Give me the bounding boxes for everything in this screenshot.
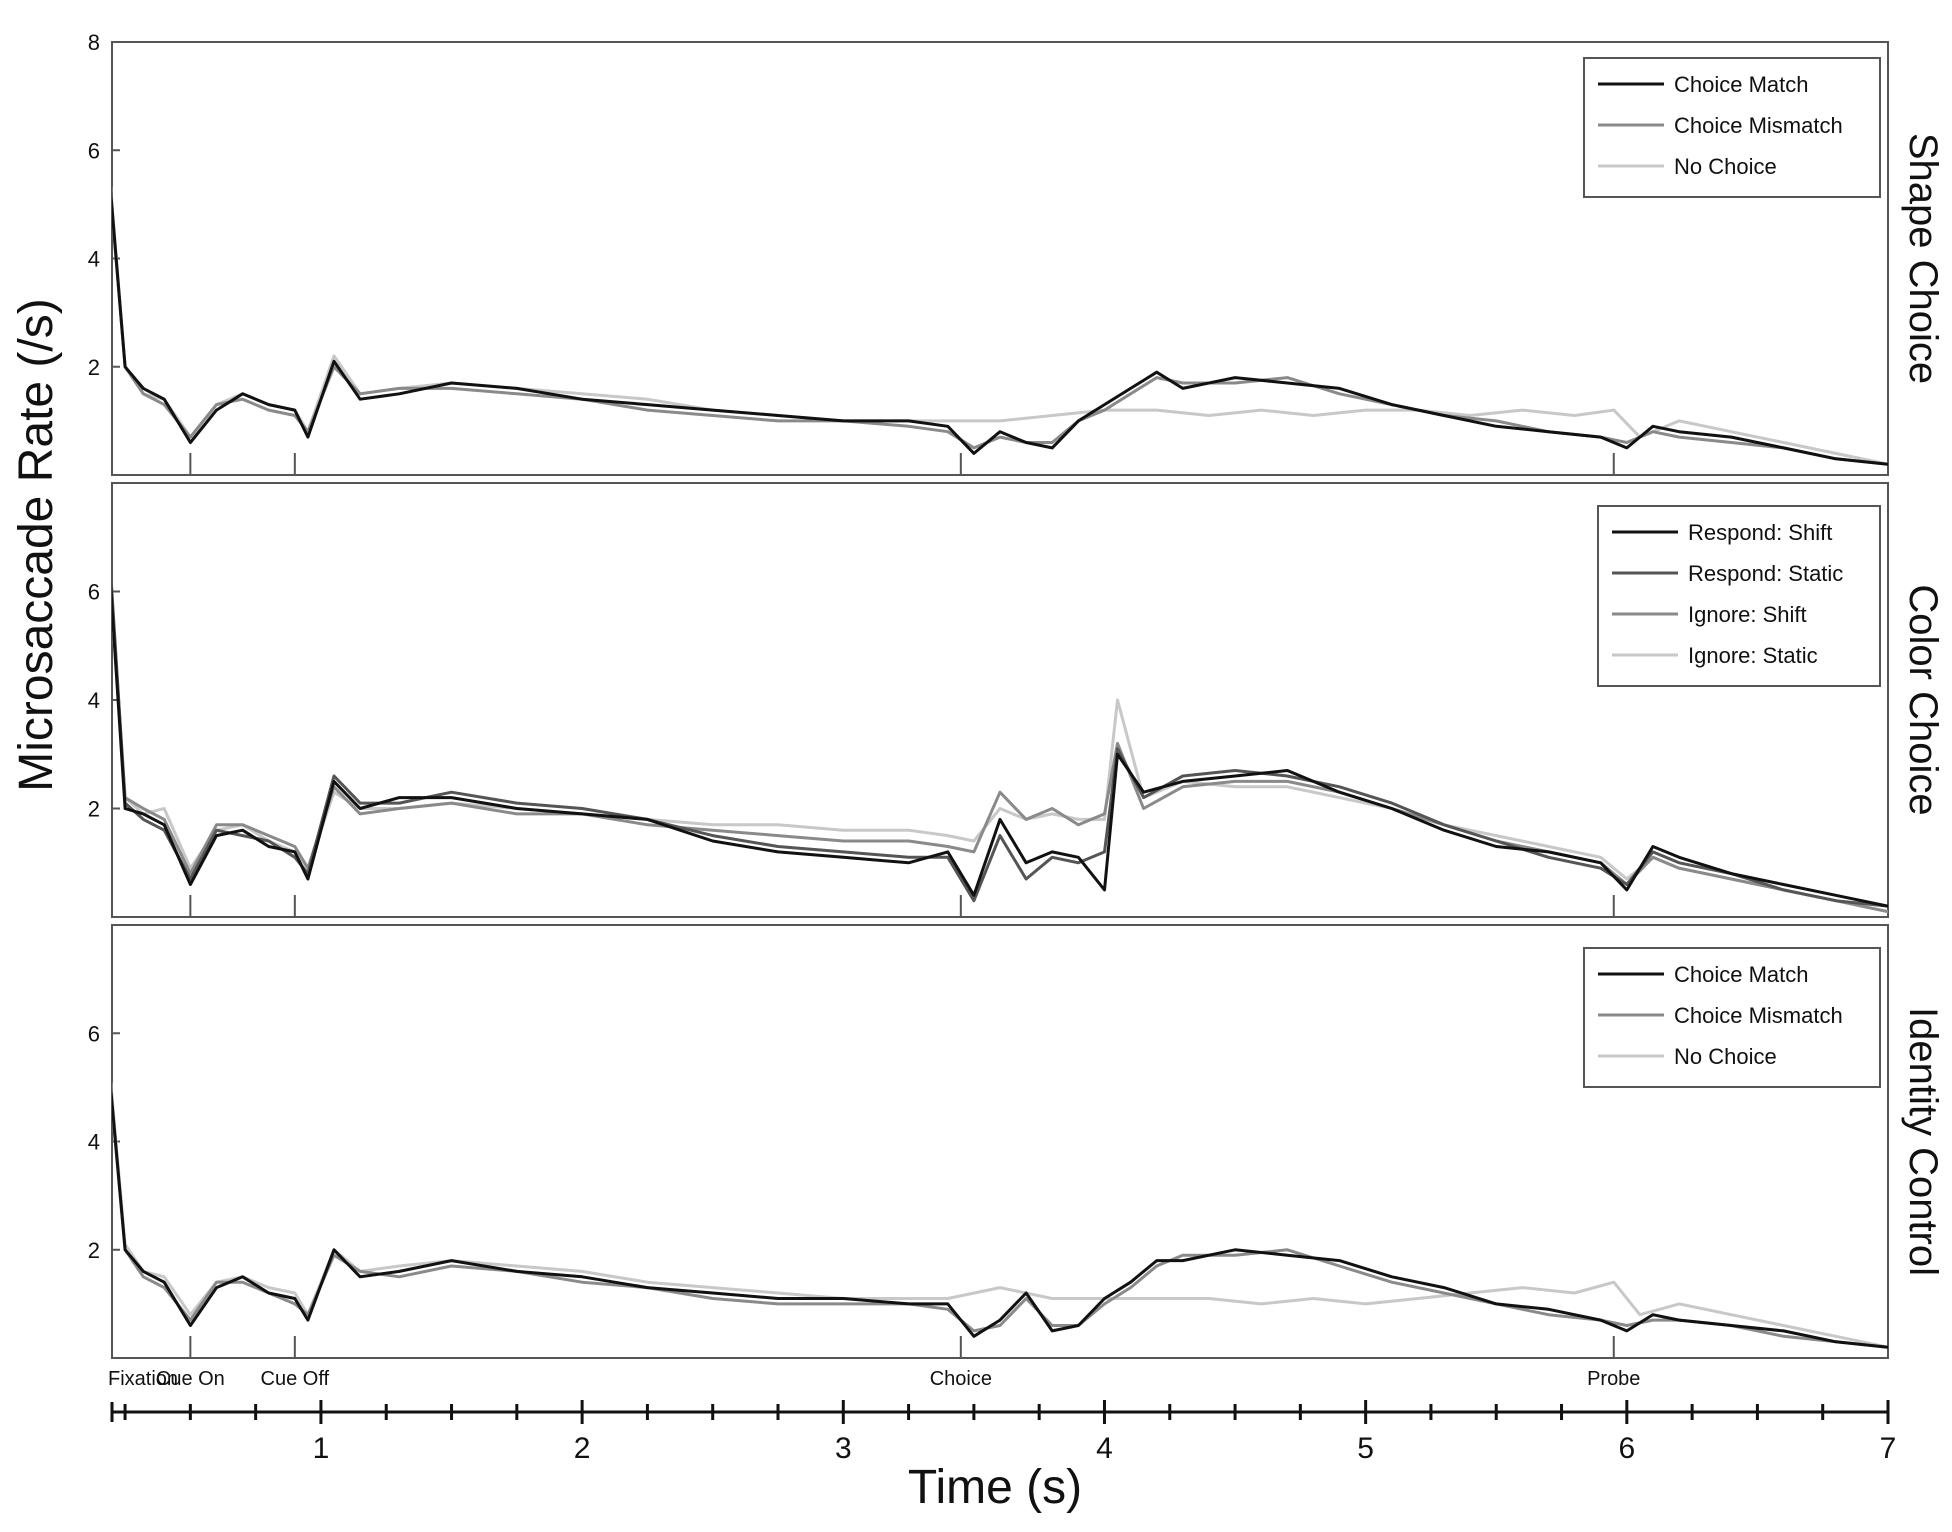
legend-label: Choice Match bbox=[1674, 72, 1809, 97]
series-line-respond-shift bbox=[112, 583, 1888, 908]
y-axis-title: Microsaccade Rate (/s) bbox=[10, 298, 63, 791]
time-tick-label: 2 bbox=[574, 1432, 591, 1465]
y-tick-label: 4 bbox=[88, 1130, 100, 1155]
series-line-choice-match bbox=[112, 189, 1888, 466]
panel-1: 2 4 6 8 Choice Match Choice Mismatch No Choice… bbox=[88, 30, 1945, 476]
event-label: Cue Off bbox=[261, 1368, 330, 1390]
event-label: Choice bbox=[930, 1368, 992, 1390]
time-tick-label: 5 bbox=[1357, 1432, 1374, 1465]
legend-label: Choice Match bbox=[1674, 962, 1809, 987]
legend-box bbox=[1583, 947, 1881, 1088]
time-tick-label: 6 bbox=[1618, 1432, 1635, 1465]
y-tick-label: 6 bbox=[88, 580, 100, 605]
event-label: Cue On bbox=[156, 1368, 225, 1390]
series-line-no-choice bbox=[112, 1080, 1888, 1349]
series-group bbox=[112, 1080, 1888, 1349]
panel-title: Identity Control bbox=[1901, 1007, 1945, 1276]
legend-label: Choice Mismatch bbox=[1674, 1003, 1843, 1028]
y-tick-label: 2 bbox=[88, 355, 100, 380]
y-tick-label: 4 bbox=[88, 688, 100, 713]
series-line-respond-static bbox=[112, 569, 1888, 908]
x-axis-title: Time (s) bbox=[908, 1461, 1082, 1514]
panel-3: 2 4 6 Choice Match Choice Mismatch No Choice I… bbox=[88, 924, 1945, 1359]
event-label: Fixation bbox=[108, 1368, 178, 1390]
legend-label: Ignore: Static bbox=[1688, 643, 1818, 668]
legend-label: Respond: Shift bbox=[1688, 520, 1832, 545]
series-group bbox=[112, 185, 1888, 466]
y-tick-label: 2 bbox=[88, 797, 100, 822]
legend-label: No Choice bbox=[1674, 154, 1777, 179]
legend-label: Ignore: Shift bbox=[1688, 602, 1807, 627]
time-tick-label: 1 bbox=[313, 1432, 330, 1465]
time-tick-label: 7 bbox=[1880, 1432, 1897, 1465]
legend: Respond: Shift Respond: Static Ignore: Shi… bbox=[1597, 505, 1881, 687]
time-tick-label: 3 bbox=[835, 1432, 852, 1465]
y-tick-label: 8 bbox=[88, 30, 100, 55]
series-group bbox=[112, 569, 1888, 914]
y-tick-label: 6 bbox=[88, 138, 100, 163]
panel-title: Shape Choice bbox=[1901, 133, 1945, 384]
time-tick-label: 4 bbox=[1096, 1432, 1113, 1465]
series-line-choice-match bbox=[112, 1085, 1888, 1349]
legend-label: Choice Mismatch bbox=[1674, 113, 1843, 138]
plot-frame bbox=[111, 482, 1889, 918]
panel-title: Color Choice bbox=[1901, 584, 1945, 815]
panel-2: 2 4 6 Respond: Shift Respond: Static Ignore: … bbox=[88, 482, 1945, 918]
event-label: Probe bbox=[1587, 1368, 1640, 1390]
y-tick-label: 2 bbox=[88, 1238, 100, 1263]
legend: Choice Match Choice Mismatch No Choice bbox=[1583, 57, 1881, 198]
legend-label: No Choice bbox=[1674, 1044, 1777, 1069]
panels-layer: 2 4 6 8 Choice Match Choice Mismatch No Choice… bbox=[88, 30, 1945, 1359]
legend-label: Respond: Static bbox=[1688, 561, 1843, 586]
y-tick-label: 6 bbox=[88, 1021, 100, 1046]
legend: Choice Match Choice Mismatch No Choice bbox=[1583, 947, 1881, 1088]
legend-box bbox=[1583, 57, 1881, 198]
y-tick-label: 4 bbox=[88, 247, 100, 272]
